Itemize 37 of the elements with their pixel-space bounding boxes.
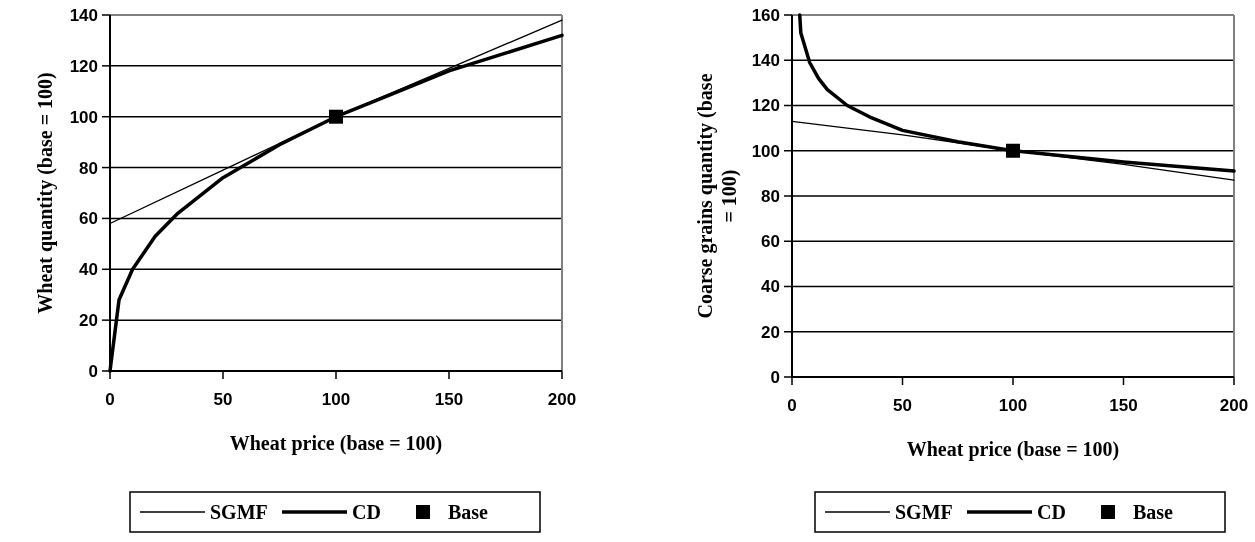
legend-label: SGMF: [895, 501, 953, 523]
y-tick-label: 100: [69, 107, 98, 127]
y-tick-label: 160: [751, 5, 780, 25]
y-tick-label: 60: [79, 209, 98, 229]
y-tick-label: 20: [79, 311, 98, 331]
y-tick-label: 40: [761, 277, 780, 297]
x-tick-label: 50: [893, 396, 912, 415]
x-tick-label: 200: [547, 390, 577, 409]
x-tick-label: 100: [321, 390, 351, 409]
x-tick-label: 150: [434, 390, 464, 409]
y-tick-label: 0: [88, 361, 98, 381]
y-tick-label: 140: [751, 51, 780, 71]
y-axis-title: Coarse grains quantity (base = 100): [694, 73, 741, 319]
x-axis-title: Wheat price (base = 100): [906, 438, 1120, 461]
y-tick-label: 140: [69, 5, 98, 25]
y-tick-label: 0: [770, 367, 780, 387]
legend-label: CD: [1037, 501, 1066, 523]
y-tick-label: 20: [761, 322, 780, 342]
legend-label: CD: [352, 501, 381, 523]
x-tick-label: 200: [1219, 396, 1249, 415]
legend-label: Base: [448, 501, 489, 523]
x-tick-label: 50: [213, 390, 233, 409]
x-tick-label: 0: [787, 396, 797, 415]
y-tick-label: 60: [761, 232, 780, 252]
legend-label: Base: [1133, 501, 1174, 523]
y-tick-label: 120: [69, 56, 98, 76]
y-tick-label: 80: [761, 186, 780, 206]
y-tick-label: 120: [751, 96, 780, 116]
y-tick-label: 80: [79, 158, 98, 178]
x-axis-title: Wheat price (base = 100): [229, 432, 443, 455]
x-tick-label: 0: [105, 390, 115, 409]
y-tick-label: 100: [751, 141, 780, 161]
y-tick-label: 40: [79, 260, 98, 280]
legend-label: SGMF: [210, 501, 268, 523]
x-tick-label: 150: [1109, 396, 1138, 415]
y-axis-title: Wheat quantity (base = 100): [34, 72, 57, 314]
x-tick-label: 100: [998, 396, 1028, 415]
